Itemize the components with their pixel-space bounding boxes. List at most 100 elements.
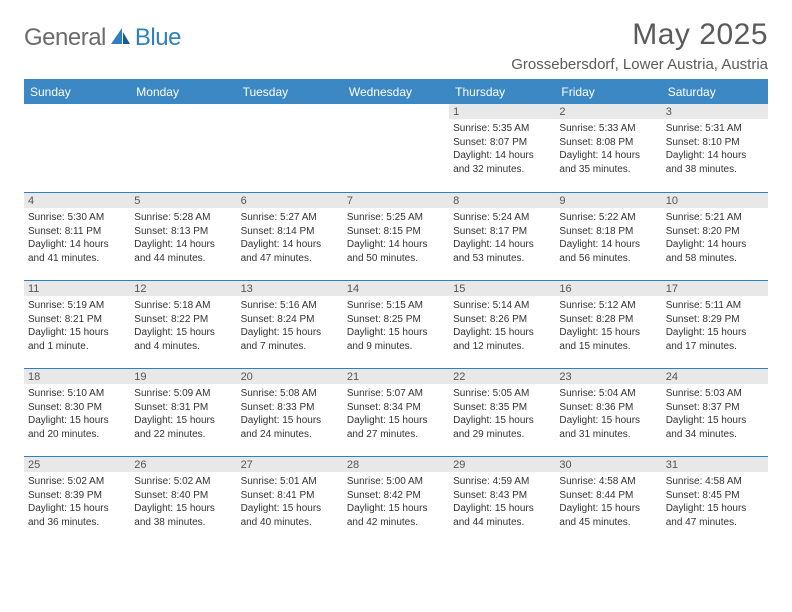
day-number: 7 <box>347 195 353 207</box>
day-number-row: 3 <box>662 104 768 119</box>
sunset-text: Sunset: 8:11 PM <box>28 225 126 239</box>
daylight-text: Daylight: 15 hours and 15 minutes. <box>559 326 657 353</box>
cell-body: Sunrise: 5:22 AMSunset: 8:18 PMDaylight:… <box>559 211 657 265</box>
cell-body: Sunrise: 5:04 AMSunset: 8:36 PMDaylight:… <box>559 387 657 441</box>
sunset-text: Sunset: 8:17 PM <box>453 225 551 239</box>
day-number: 17 <box>666 283 678 295</box>
daylight-text: Daylight: 15 hours and 29 minutes. <box>453 414 551 441</box>
day-number: 10 <box>666 195 678 207</box>
cell-body: Sunrise: 5:24 AMSunset: 8:17 PMDaylight:… <box>453 211 551 265</box>
cell-body: Sunrise: 5:18 AMSunset: 8:22 PMDaylight:… <box>134 299 232 353</box>
daylight-text: Daylight: 15 hours and 4 minutes. <box>134 326 232 353</box>
cell-body: Sunrise: 5:02 AMSunset: 8:39 PMDaylight:… <box>28 475 126 529</box>
calendar-cell: 1Sunrise: 5:35 AMSunset: 8:07 PMDaylight… <box>449 104 555 192</box>
sunset-text: Sunset: 8:30 PM <box>28 401 126 415</box>
cell-body: Sunrise: 5:02 AMSunset: 8:40 PMDaylight:… <box>134 475 232 529</box>
day-number: 21 <box>347 371 359 383</box>
day-number: 3 <box>666 106 672 118</box>
day-number: 2 <box>559 106 565 118</box>
sunrise-text: Sunrise: 5:10 AM <box>28 387 126 401</box>
dow-thursday: Thursday <box>449 81 555 104</box>
dow-sunday: Sunday <box>24 81 130 104</box>
calendar-cell: 26Sunrise: 5:02 AMSunset: 8:40 PMDayligh… <box>130 456 236 544</box>
calendar-cell: 25Sunrise: 5:02 AMSunset: 8:39 PMDayligh… <box>24 456 130 544</box>
cell-body: Sunrise: 5:19 AMSunset: 8:21 PMDaylight:… <box>28 299 126 353</box>
day-number: 29 <box>453 459 465 471</box>
calendar-cell <box>24 104 130 192</box>
daylight-text: Daylight: 14 hours and 41 minutes. <box>28 238 126 265</box>
calendar-cell: 21Sunrise: 5:07 AMSunset: 8:34 PMDayligh… <box>343 368 449 456</box>
sunrise-text: Sunrise: 5:33 AM <box>559 122 657 136</box>
day-number-row: 23 <box>555 369 661 384</box>
calendar-cell: 3 Sunrise: 5:31 AMSunset: 8:10 PMDaylight… <box>662 104 768 192</box>
calendar-cell: 30Sunrise: 4:58 AMSunset: 8:44 PMDayligh… <box>555 456 661 544</box>
day-number: 30 <box>559 459 571 471</box>
daylight-text: Daylight: 14 hours and 44 minutes. <box>134 238 232 265</box>
day-of-week-header: SundayMondayTuesdayWednesdayThursdayFrid… <box>24 81 768 104</box>
day-number: 16 <box>559 283 571 295</box>
sunrise-text: Sunrise: 5:21 AM <box>666 211 764 225</box>
calendar-cell: 2Sunrise: 5:33 AMSunset: 8:08 PMDaylight… <box>555 104 661 192</box>
sunrise-text: Sunrise: 4:58 AM <box>559 475 657 489</box>
daylight-text: Daylight: 15 hours and 47 minutes. <box>666 502 764 529</box>
calendar-cell: 15Sunrise: 5:14 AMSunset: 8:26 PMDayligh… <box>449 280 555 368</box>
calendar: SundayMondayTuesdayWednesdayThursdayFrid… <box>24 79 768 544</box>
cell-body: Sunrise: 5:30 AMSunset: 8:11 PMDaylight:… <box>28 211 126 265</box>
day-number-row: 12 <box>130 281 236 296</box>
cell-body: Sunrise: 5:12 AMSunset: 8:28 PMDaylight:… <box>559 299 657 353</box>
month-title: May 2025 <box>511 18 768 52</box>
day-number: 31 <box>666 459 678 471</box>
dow-monday: Monday <box>130 81 236 104</box>
sunrise-text: Sunrise: 5:15 AM <box>347 299 445 313</box>
day-number-row: 4 <box>24 193 130 208</box>
sunset-text: Sunset: 8:34 PM <box>347 401 445 415</box>
daylight-text: Daylight: 14 hours and 58 minutes. <box>666 238 764 265</box>
day-number-row: 16 <box>555 281 661 296</box>
sunset-text: Sunset: 8:39 PM <box>28 489 126 503</box>
daylight-text: Daylight: 15 hours and 44 minutes. <box>453 502 551 529</box>
sunrise-text: Sunrise: 5:08 AM <box>241 387 339 401</box>
cell-body: Sunrise: 5:35 AMSunset: 8:07 PMDaylight:… <box>453 122 551 176</box>
sunrise-text: Sunrise: 5:16 AM <box>241 299 339 313</box>
calendar-cell <box>130 104 236 192</box>
day-number-row: 2 <box>555 104 661 119</box>
day-number-row: 22 <box>449 369 555 384</box>
dow-tuesday: Tuesday <box>237 81 343 104</box>
sunset-text: Sunset: 8:43 PM <box>453 489 551 503</box>
calendar-cell: 6Sunrise: 5:27 AMSunset: 8:14 PMDaylight… <box>237 192 343 280</box>
calendar-cell: 10 Sunrise: 5:21 AMSunset: 8:20 PMDayligh… <box>662 192 768 280</box>
calendar-cell: 9Sunrise: 5:22 AMSunset: 8:18 PMDaylight… <box>555 192 661 280</box>
day-number: 11 <box>28 283 39 295</box>
sunrise-text: Sunrise: 5:27 AM <box>241 211 339 225</box>
day-number-row: 19 <box>130 369 236 384</box>
day-number: 18 <box>28 371 40 383</box>
cell-body: Sunrise: 5:28 AMSunset: 8:13 PMDaylight:… <box>134 211 232 265</box>
day-number-row: 27 <box>237 457 343 472</box>
logo-text-general: General <box>24 24 106 52</box>
cell-body: Sunrise: 5:01 AMSunset: 8:41 PMDaylight:… <box>241 475 339 529</box>
sunrise-text: Sunrise: 5:19 AM <box>28 299 126 313</box>
day-number-row: 6 <box>237 193 343 208</box>
daylight-text: Daylight: 14 hours and 35 minutes. <box>559 149 657 176</box>
daylight-text: Daylight: 15 hours and 20 minutes. <box>28 414 126 441</box>
daylight-text: Daylight: 15 hours and 7 minutes. <box>241 326 339 353</box>
day-number: 19 <box>134 371 146 383</box>
calendar-grid: 1Sunrise: 5:35 AMSunset: 8:07 PMDaylight… <box>24 104 768 544</box>
sunset-text: Sunset: 8:44 PM <box>559 489 657 503</box>
daylight-text: Daylight: 15 hours and 12 minutes. <box>453 326 551 353</box>
daylight-text: Daylight: 15 hours and 34 minutes. <box>666 414 764 441</box>
sunset-text: Sunset: 8:21 PM <box>28 313 126 327</box>
cell-body: Sunrise: 5:11 AMSunset: 8:29 PMDaylight:… <box>666 299 764 353</box>
cell-body: Sunrise: 5:21 AMSunset: 8:20 PMDaylight:… <box>666 211 764 265</box>
day-number-row: 28 <box>343 457 449 472</box>
day-number-row: 5 <box>130 193 236 208</box>
sunrise-text: Sunrise: 5:14 AM <box>453 299 551 313</box>
calendar-cell: 20Sunrise: 5:08 AMSunset: 8:33 PMDayligh… <box>237 368 343 456</box>
sunrise-text: Sunrise: 5:30 AM <box>28 211 126 225</box>
day-number: 6 <box>241 195 247 207</box>
cell-body: Sunrise: 5:31 AMSunset: 8:10 PMDaylight:… <box>666 122 764 176</box>
daylight-text: Daylight: 15 hours and 40 minutes. <box>241 502 339 529</box>
sunrise-text: Sunrise: 4:58 AM <box>666 475 764 489</box>
cell-body: Sunrise: 5:15 AMSunset: 8:25 PMDaylight:… <box>347 299 445 353</box>
cell-body: Sunrise: 5:09 AMSunset: 8:31 PMDaylight:… <box>134 387 232 441</box>
